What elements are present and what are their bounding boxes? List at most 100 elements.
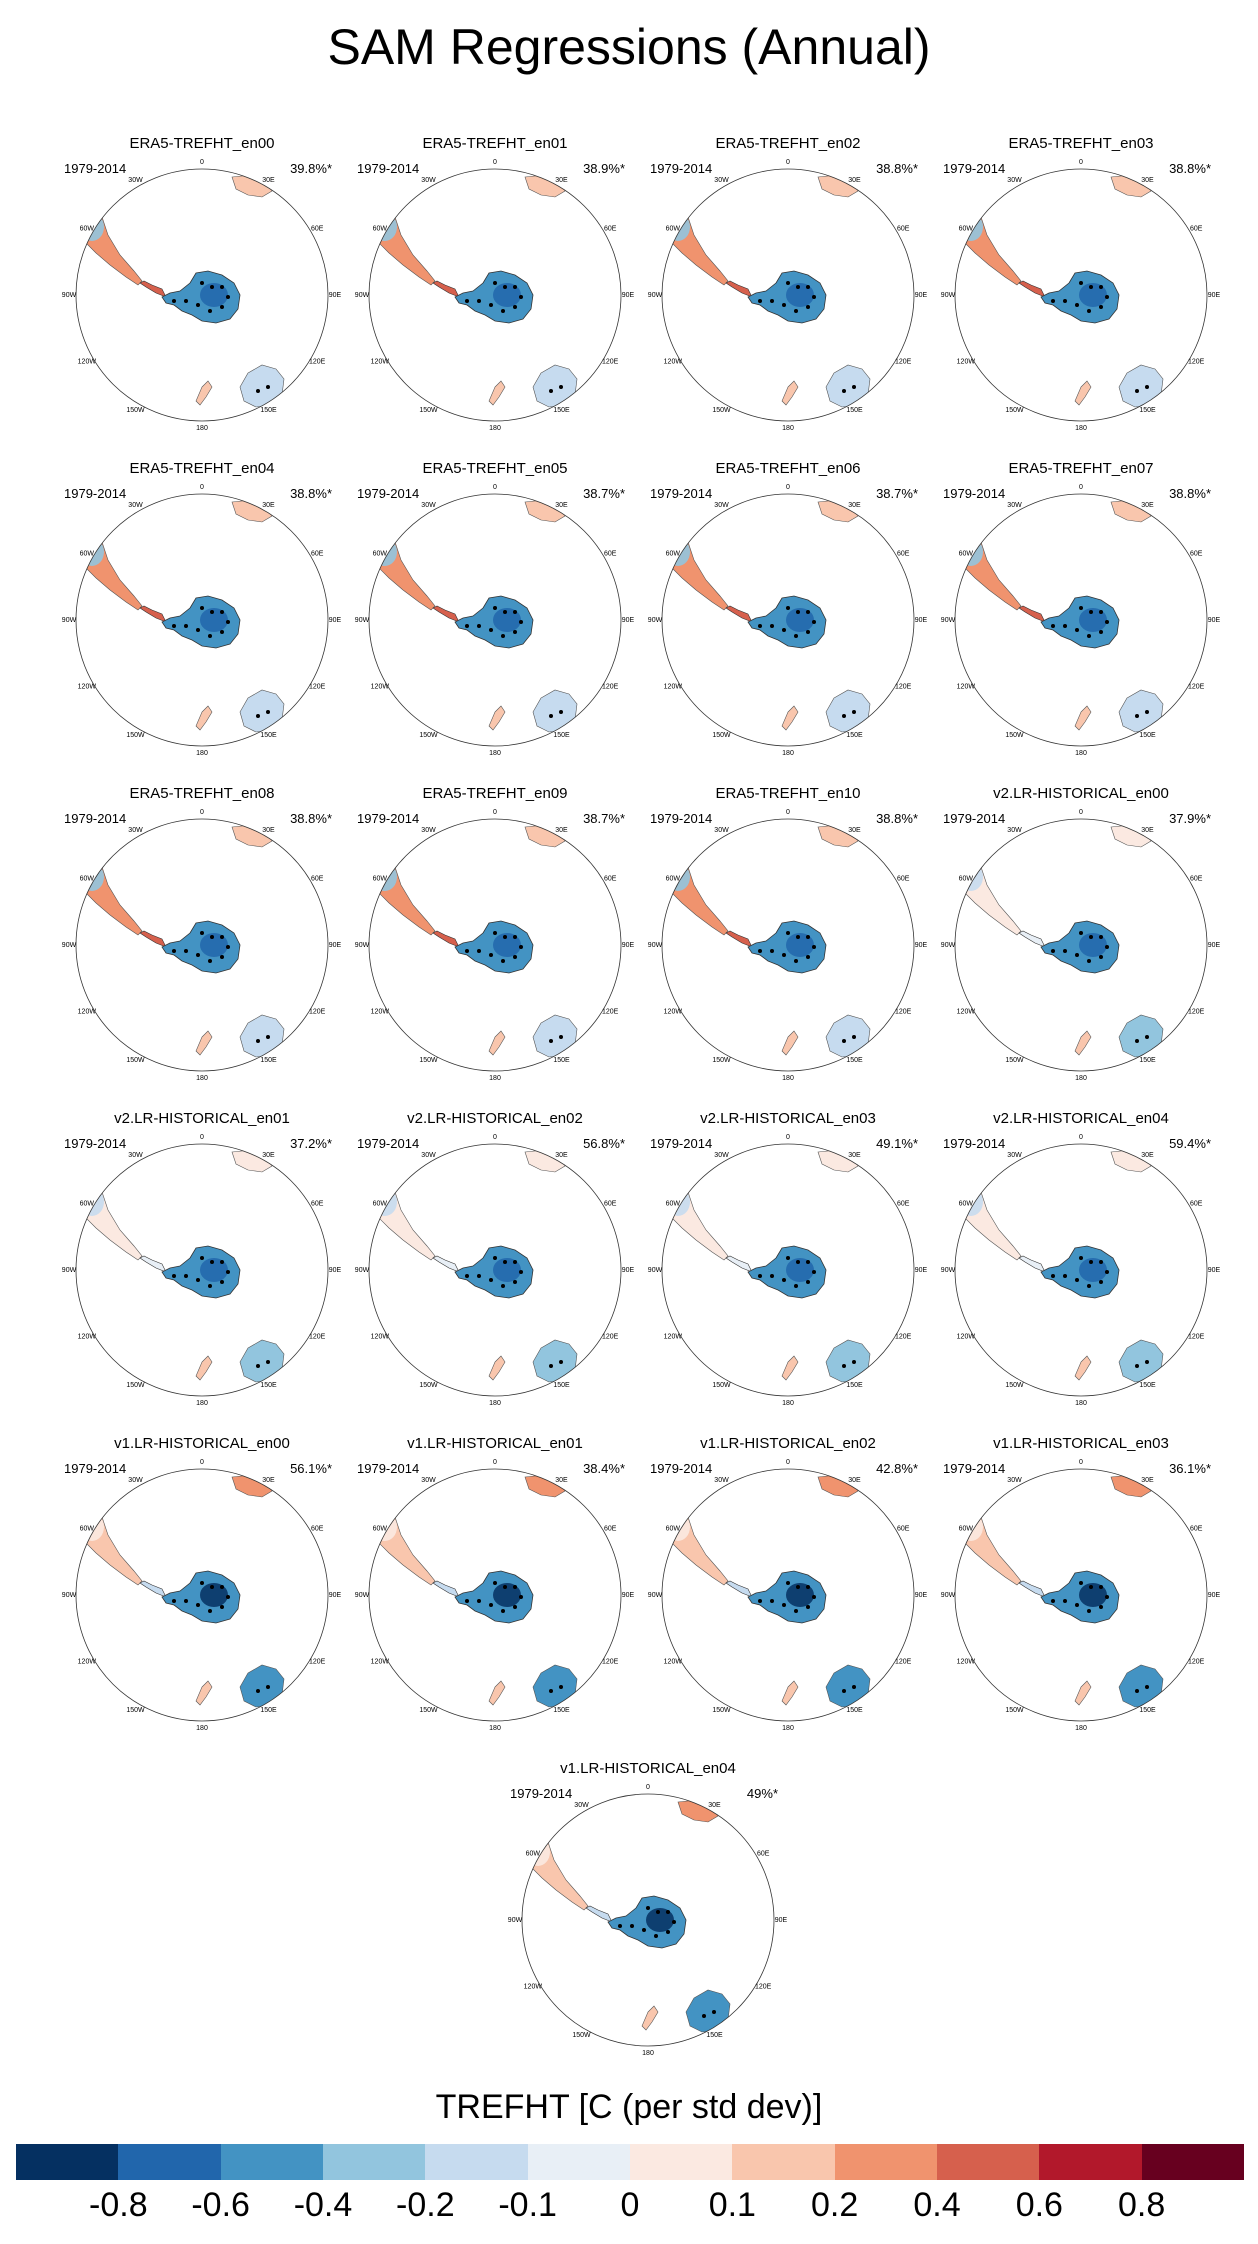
longitude-label: 150W <box>419 1057 438 1064</box>
significance-dot <box>852 1685 856 1689</box>
longitude-label: 120E <box>895 359 912 366</box>
longitude-label: 120E <box>602 684 619 691</box>
significance-dot <box>226 945 230 949</box>
map-rim <box>954 1143 1208 1397</box>
longitude-label: 90W <box>941 1267 956 1274</box>
significance-dot <box>1089 610 1093 614</box>
longitude-label: 120W <box>78 1659 97 1666</box>
significance-dot <box>1051 299 1055 303</box>
longitude-label: 0 <box>786 809 790 816</box>
longitude-label: 60W <box>666 226 681 233</box>
significance-dot <box>1075 1603 1079 1607</box>
longitude-label: 0 <box>493 1459 497 1466</box>
longitude-label: 60W <box>80 1526 95 1533</box>
longitude-label: 180 <box>489 1725 501 1732</box>
significance-dot <box>184 299 188 303</box>
antarctica-core-anomaly <box>493 608 521 632</box>
longitude-label: 0 <box>200 809 204 816</box>
significance-dot <box>842 714 846 718</box>
significance-dot <box>220 1585 224 1589</box>
significance-dot <box>806 1280 810 1284</box>
significance-dot <box>1135 1689 1139 1693</box>
longitude-label: 0 <box>786 484 790 491</box>
colorbar-tick-label: -0.1 <box>498 2186 557 2224</box>
significance-dot <box>1135 1364 1139 1368</box>
map-rim <box>368 493 622 747</box>
longitude-label: 0 <box>200 159 204 166</box>
significance-dot <box>782 303 786 307</box>
map-panel: v1.LR-HISTORICAL_en02 1979-2014 42.8%* 0 30E… <box>648 1435 928 1735</box>
map-rim <box>368 818 622 1072</box>
longitude-label: 150W <box>1005 1382 1024 1389</box>
significance-dot <box>256 1364 260 1368</box>
significance-dot <box>519 1270 523 1274</box>
map-panel: ERA5-TREFHT_en10 1979-2014 38.8%* 0 30E 60E 90… <box>648 785 928 1085</box>
significance-dot <box>758 1599 762 1603</box>
longitude-label: 30E <box>848 502 861 509</box>
longitude-label: 120E <box>895 1009 912 1016</box>
significance-dot <box>489 628 493 632</box>
longitude-label: 60W <box>373 551 388 558</box>
longitude-label: 0 <box>200 1134 204 1141</box>
panel-period: 1979-2014 <box>357 161 420 176</box>
panel-period: 1979-2014 <box>357 1461 420 1476</box>
colorbar-bin <box>527 2144 630 2180</box>
panel-variance-percent: 38.4%* <box>583 1461 625 1476</box>
longitude-label: 30E <box>555 827 568 834</box>
map-panel: ERA5-TREFHT_en05 1979-2014 38.7%* 0 30E 60E 90… <box>355 460 635 760</box>
longitude-label: 60E <box>311 551 324 558</box>
longitude-label: 30W <box>714 1477 729 1484</box>
longitude-label: 60E <box>1190 551 1203 558</box>
significance-dot <box>256 389 260 393</box>
longitude-label: 60W <box>373 1526 388 1533</box>
antarctic-peninsula <box>725 930 753 948</box>
panel-title: v2.LR-HISTORICAL_en03 <box>700 1110 876 1127</box>
panel-variance-percent: 59.4%* <box>1169 1136 1211 1151</box>
longitude-label: 0 <box>493 1134 497 1141</box>
colorbar-bin <box>834 2144 937 2180</box>
longitude-label: 60W <box>373 226 388 233</box>
significance-dot <box>196 1603 200 1607</box>
polar-stereographic-map: 0 30E 60E 90E 120E 150E 180 150W 120W 90W 60W 30W <box>62 484 342 757</box>
significance-dot <box>220 285 224 289</box>
significance-dot <box>493 1256 497 1260</box>
longitude-label: 150E <box>1139 732 1156 739</box>
longitude-label: 30E <box>1141 1152 1154 1159</box>
panel-title: v2.LR-HISTORICAL_en01 <box>114 1110 290 1127</box>
antarctica-core-anomaly <box>786 1258 814 1282</box>
longitude-label: 150W <box>712 1382 731 1389</box>
longitude-label: 90E <box>1208 617 1221 624</box>
longitude-label: 180 <box>489 1400 501 1407</box>
panel-period: 1979-2014 <box>650 811 713 826</box>
antarctica-core-anomaly <box>200 283 228 307</box>
polar-stereographic-map: 0 30E 60E 90E 120E 150E 180 150W 120W 90W 60W 30W <box>941 809 1221 1082</box>
antarctic-peninsula <box>432 1255 460 1273</box>
panel-period: 1979-2014 <box>357 486 420 501</box>
significance-dot <box>770 949 774 953</box>
longitude-label: 0 <box>200 1459 204 1466</box>
significance-dot <box>1051 1599 1055 1603</box>
longitude-label: 150E <box>846 1382 863 1389</box>
antarctic-peninsula <box>432 930 460 948</box>
longitude-label: 60W <box>666 1526 681 1533</box>
significance-dot <box>519 295 523 299</box>
longitude-label: 60E <box>897 1201 910 1208</box>
significance-dot <box>1079 281 1083 285</box>
antarctic-peninsula <box>725 605 753 623</box>
longitude-label: 60E <box>311 876 324 883</box>
significance-dot <box>208 1609 212 1613</box>
new-zealand <box>488 705 506 731</box>
longitude-label: 30W <box>421 1477 436 1484</box>
significance-dot <box>513 955 517 959</box>
significance-dot <box>549 1039 553 1043</box>
significance-dot <box>796 1585 800 1589</box>
longitude-label: 180 <box>196 1400 208 1407</box>
panel-period: 1979-2014 <box>64 811 127 826</box>
longitude-label: 120E <box>309 1334 326 1341</box>
significance-dot <box>1099 610 1103 614</box>
new-zealand <box>195 1355 213 1381</box>
antarctic-peninsula <box>1018 1580 1046 1598</box>
antarctica-core-anomaly <box>786 608 814 632</box>
longitude-label: 150E <box>1139 407 1156 414</box>
longitude-label: 30W <box>128 1477 143 1484</box>
